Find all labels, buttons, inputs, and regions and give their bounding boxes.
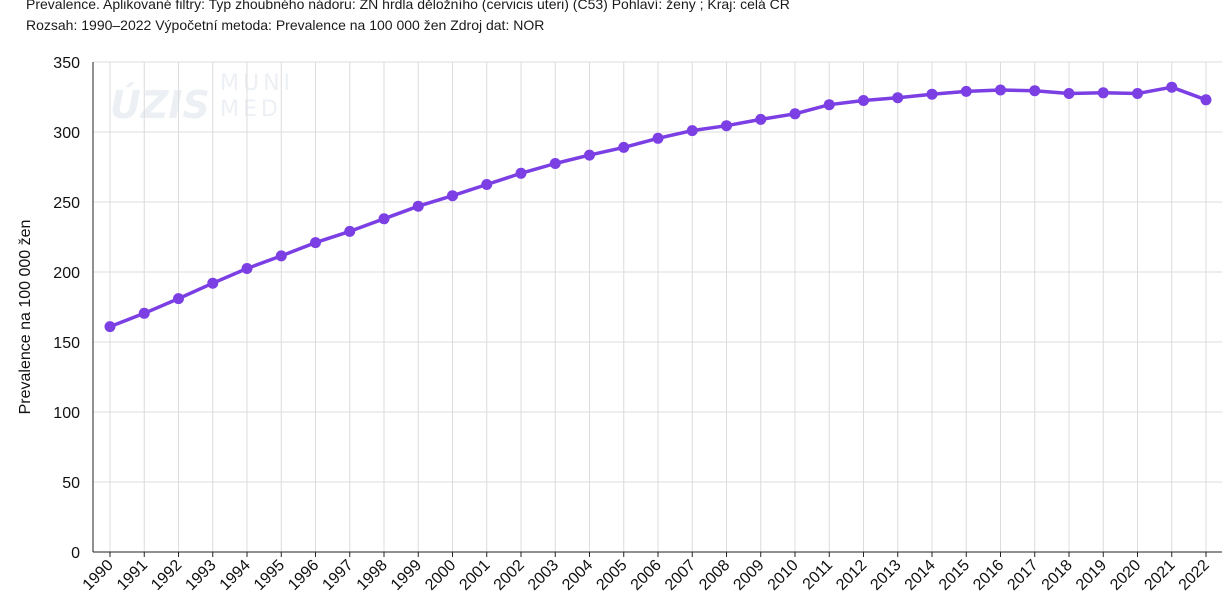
data-point[interactable] [138,307,150,319]
x-tick-label: 2021 [1141,557,1178,594]
data-point[interactable] [310,237,321,249]
y-tick-label: 200 [53,265,80,282]
x-tick-label: 1990 [80,557,117,594]
x-tick-label: 1996 [285,557,322,594]
x-tick-label: 2022 [1176,557,1213,594]
x-tick-label: 2018 [1039,557,1076,594]
x-tick-label: 1998 [354,557,391,594]
x-tick-label: 2005 [593,557,630,594]
data-point[interactable] [618,141,630,153]
data-point[interactable] [1132,88,1143,99]
data-point[interactable] [481,179,493,190]
x-tick-label: 1997 [319,557,356,594]
chart-caption-range: Rozsah: 1990–2022 Výpočetní metoda: Prev… [26,17,545,33]
data-point[interactable] [721,120,732,132]
x-tick-label: 1995 [251,557,288,594]
data-point[interactable] [412,200,424,212]
x-tick-label: 2001 [456,557,493,594]
watermark-logos: ÚZIS MUNI MED [110,71,294,127]
y-tick-label: 100 [53,405,80,422]
y-axis-label: Prevalence na 100 000 žen [17,220,34,415]
x-tick-label: 2004 [559,557,596,594]
y-tick-label: 0 [71,545,80,562]
x-tick-label: 2008 [696,557,733,594]
x-tick-label: 2011 [800,557,836,593]
x-tick-label: 2000 [422,557,459,594]
x-tick-label: 2015 [936,557,973,594]
data-point[interactable] [823,99,835,111]
data-point[interactable] [275,250,287,262]
uzis-logo: ÚZIS [110,83,210,127]
x-tick-label: 2014 [902,557,939,594]
x-tick-label: 2010 [765,557,802,594]
data-point[interactable] [515,167,527,179]
data-point[interactable] [1029,85,1041,97]
data-point[interactable] [207,277,219,289]
x-tick-label: 2009 [730,557,767,594]
x-tick-label: 2019 [1073,557,1110,594]
y-tick-labels: 0 50 100 150 200 250 300 350 [53,55,80,562]
data-point[interactable] [1097,87,1109,99]
x-tick-label: 2006 [628,557,665,594]
x-tick-label: 2003 [525,557,562,594]
x-tick-label: 1991 [114,557,151,594]
data-point[interactable] [789,108,801,120]
x-tick-label: 1994 [217,557,254,594]
series-prevalence [104,81,1212,333]
data-point[interactable] [173,293,184,305]
data-point[interactable] [892,92,904,104]
grid-lines [93,61,1222,552]
x-tick-label: 2012 [833,557,870,594]
data-point[interactable] [995,84,1006,96]
x-tick-label: 2020 [1107,557,1144,594]
data-point[interactable] [652,132,664,144]
data-point[interactable] [447,190,458,202]
y-tick-label: 50 [62,475,80,492]
y-tick-label: 300 [53,125,80,142]
y-tick-label: 250 [53,195,80,212]
data-point[interactable] [378,213,390,225]
data-point[interactable] [755,113,767,125]
x-tick-label: 1993 [182,557,219,594]
data-point[interactable] [960,85,972,97]
y-tick-label: 150 [53,335,80,352]
x-tick-label: 2013 [867,557,904,594]
data-point[interactable] [1200,94,1212,106]
axes [92,62,1222,557]
x-tick-label: 1999 [388,557,425,594]
y-tick-label: 350 [53,55,80,72]
muni-logo-line2: MED [220,97,282,122]
x-tick-label: 2002 [491,557,528,594]
data-point[interactable] [686,125,698,137]
data-point[interactable] [344,225,356,237]
x-tick-label: 2017 [1004,557,1041,594]
data-point[interactable] [926,88,938,100]
x-tick-label: 1992 [148,557,185,594]
muni-logo-line1: MUNI [220,71,294,96]
data-point[interactable] [584,149,595,161]
data-point[interactable] [549,158,561,169]
data-point[interactable] [1166,81,1178,93]
data-point[interactable] [241,263,253,274]
x-tick-label: 2016 [970,557,1007,594]
x-tick-label: 2007 [662,557,699,594]
data-point[interactable] [104,321,116,333]
chart-caption-filters: Prevalence. Aplikované filtry: Typ zhoub… [26,0,790,12]
data-point[interactable] [858,95,869,106]
x-tick-labels: 1990199119921993199419951996199719981999… [80,557,1213,594]
data-point[interactable] [1063,88,1075,99]
